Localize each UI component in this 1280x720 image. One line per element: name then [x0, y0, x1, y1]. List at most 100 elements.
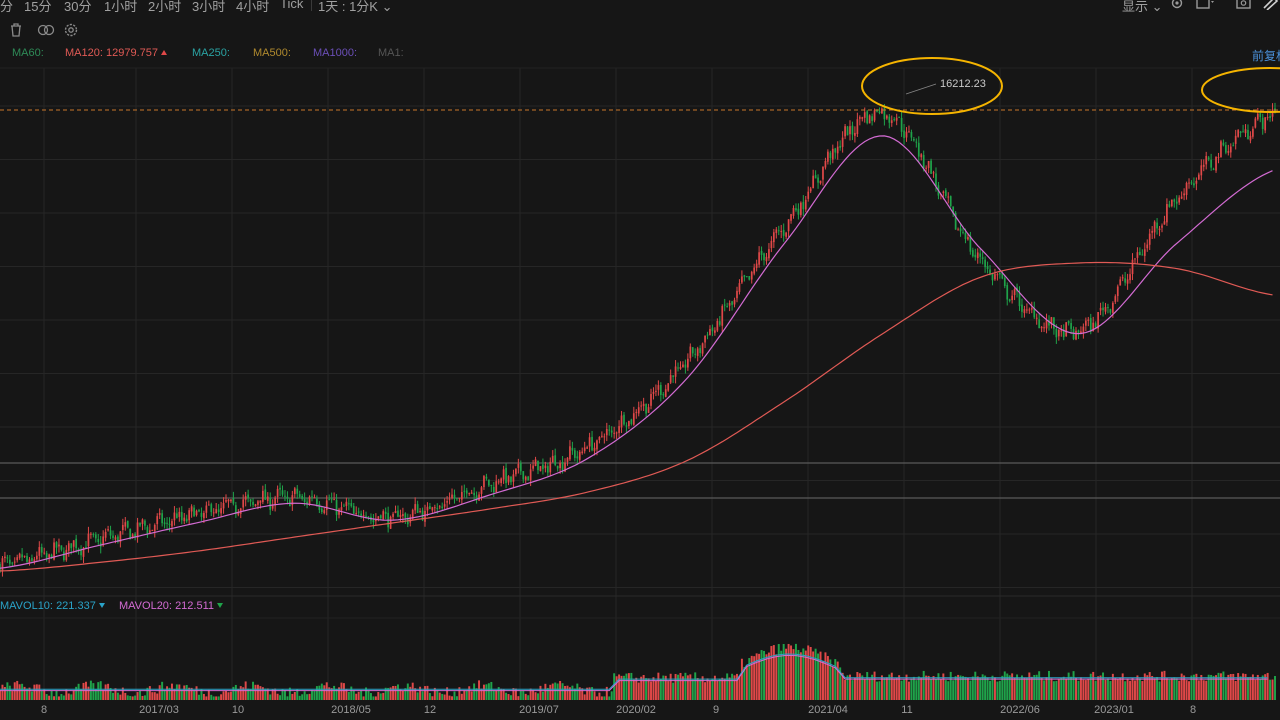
candle-body	[1053, 317, 1055, 329]
candle-body	[964, 232, 967, 239]
volume-bar	[129, 695, 132, 700]
candle-body	[750, 271, 753, 280]
volume-bar	[772, 645, 775, 700]
candle-body	[581, 451, 584, 454]
candle-body	[286, 496, 289, 499]
candle-body	[917, 142, 920, 157]
gear-icon[interactable]	[62, 21, 80, 39]
adjust-mode-button[interactable]: 前复权	[1252, 49, 1280, 63]
volume-bar	[713, 675, 716, 700]
volume-bar	[539, 685, 542, 700]
candle-body	[1104, 307, 1107, 312]
timeframe-4h[interactable]: 4小时	[236, 0, 270, 14]
volume-bar	[856, 671, 859, 700]
volume-bar	[306, 694, 309, 700]
volume-bar	[347, 691, 350, 700]
candle-body	[701, 343, 704, 354]
volume-bar	[1104, 679, 1107, 700]
candle-body	[554, 455, 557, 465]
candle-body	[1072, 329, 1075, 340]
volume-bar	[1274, 676, 1276, 700]
timeframe-minute[interactable]: 分	[0, 0, 14, 14]
volume-bar	[409, 686, 412, 700]
candle-body	[871, 116, 873, 121]
volume-bar	[202, 693, 205, 700]
candle-body	[1018, 292, 1021, 307]
volume-bar	[1131, 677, 1134, 700]
trash-icon[interactable]	[7, 21, 25, 39]
timeframe-tick[interactable]: Tick	[280, 0, 304, 11]
candle-body	[1197, 174, 1200, 180]
volume-bar	[767, 652, 770, 700]
volume-bar	[691, 679, 694, 700]
window-icon[interactable]	[1196, 0, 1216, 10]
link-icon[interactable]	[36, 21, 56, 39]
volume-bar	[677, 674, 680, 700]
candle-body	[1116, 286, 1119, 297]
candle-body	[266, 496, 269, 501]
candle-body	[1220, 141, 1222, 158]
volume-bar	[586, 687, 589, 700]
volume-bar	[1097, 676, 1100, 700]
timeframe-3h[interactable]: 3小时	[192, 0, 226, 14]
timeframe-bar: 分 15分 30分 1小时 2小时 3小时 4小时 Tick 1天 : 1分K …	[0, 0, 1280, 14]
candle-body	[1217, 157, 1220, 159]
volume-bar	[384, 687, 387, 700]
candle-body	[1021, 304, 1023, 312]
candle-body	[441, 506, 444, 508]
candle-body	[1252, 128, 1254, 137]
volume-bar	[787, 643, 790, 700]
volume-bar	[1106, 678, 1109, 700]
candle-body	[738, 283, 741, 292]
candle-body	[915, 141, 918, 143]
volume-bar	[222, 691, 225, 700]
volume-bar	[618, 674, 621, 700]
candle-body	[82, 547, 85, 557]
volume-bar	[470, 691, 473, 700]
candle-body	[1035, 317, 1038, 319]
candle-body	[748, 276, 751, 280]
candle-body	[350, 503, 353, 507]
timeframe-30min[interactable]: 30分	[64, 0, 92, 14]
candle-body	[131, 534, 134, 538]
timeframe-2h[interactable]: 2小时	[148, 0, 182, 14]
volume-bar	[915, 680, 918, 700]
volume-bar	[610, 691, 613, 700]
candle-body	[50, 554, 53, 559]
candle-body	[18, 553, 21, 558]
volume-bar	[512, 688, 515, 700]
camera-icon[interactable]	[1236, 0, 1252, 10]
volume-bar	[143, 695, 146, 700]
candle-body	[687, 358, 689, 368]
candle-body	[893, 119, 896, 121]
pen-icon[interactable]	[1262, 0, 1280, 10]
candle-body	[1183, 193, 1185, 196]
candle-body	[40, 547, 43, 553]
volume-bar	[1055, 680, 1058, 700]
candle-body	[544, 465, 547, 469]
x-tick-label: 2023/01	[1094, 704, 1134, 716]
volume-bar	[984, 675, 987, 700]
timeframe-1h[interactable]: 1小时	[104, 0, 138, 14]
candle-body	[1001, 272, 1004, 279]
candle-body	[883, 107, 886, 120]
candle-body	[539, 466, 542, 472]
volume-bar	[711, 678, 714, 700]
timeframe-15min[interactable]: 15分	[24, 0, 52, 14]
volume-bar	[1246, 677, 1249, 700]
volume-bar	[374, 696, 377, 700]
volume-bar	[382, 692, 385, 700]
volume-bar	[969, 680, 972, 700]
x-tick-label: 2017/03	[139, 704, 179, 716]
volume-bar	[75, 686, 78, 700]
timeframe-1d[interactable]: 1天 : 1分K ⌄	[318, 0, 393, 14]
candle-body	[827, 151, 829, 162]
settings-icon[interactable]	[1170, 0, 1184, 10]
candle-body	[814, 175, 817, 179]
candle-body	[220, 508, 222, 514]
volume-bar	[350, 686, 353, 700]
x-tick-label: 8	[1189, 704, 1197, 716]
volume-bar	[1264, 674, 1267, 700]
display-menu[interactable]: 显示 ⌄	[1122, 0, 1163, 14]
